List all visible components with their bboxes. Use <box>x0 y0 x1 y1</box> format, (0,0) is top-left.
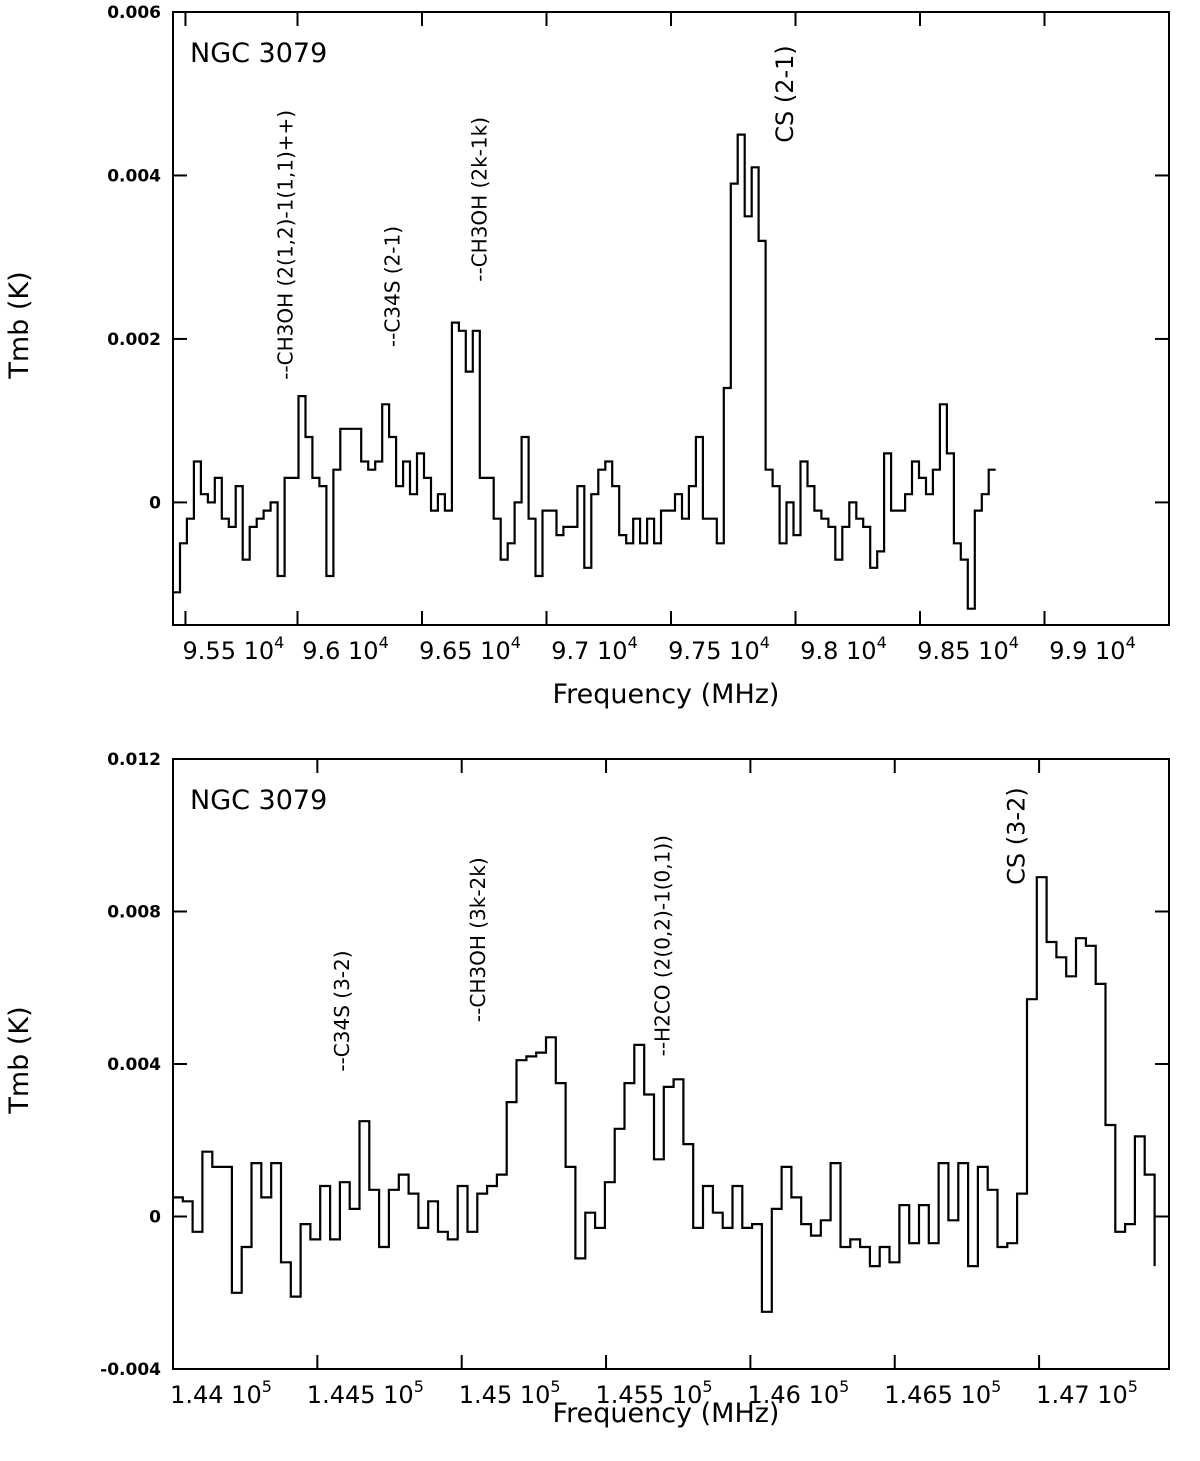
y-tick-label: 0.004 <box>107 166 161 186</box>
x-axis-label: Frequency (MHz) <box>553 679 780 710</box>
x-axis-label: Frequency (MHz) <box>553 1398 780 1429</box>
x-tick-label: 9.85 104 <box>917 633 1019 665</box>
y-axis-label: Tmb (K) <box>4 271 35 379</box>
x-tick-label: 9.9 104 <box>1049 633 1136 665</box>
x-tick-label: 9.7 104 <box>551 633 638 665</box>
x-tick-label: 1.44 105 <box>170 1377 272 1409</box>
line-id-label: CS (3-2) <box>1003 787 1031 885</box>
y-tick-label: 0.004 <box>107 1055 161 1075</box>
x-tick-label: 1.445 105 <box>307 1377 424 1409</box>
y-tick-label: -0.004 <box>100 1360 161 1380</box>
spectrum-series-line <box>173 133 996 610</box>
line-id-label: --CH3OH (2(1,2)-1(1,1)++) <box>274 110 298 380</box>
line-id-label: --H2CO (2(0,2)-1(0,1)) <box>651 835 675 1056</box>
x-tick-label: 9.75 104 <box>668 633 770 665</box>
spectrum-panel-top: 9.55 104 9.6 104 9.65 104 9.7 104 9.75 104 9.… <box>4 3 1170 710</box>
line-id-label: --CH3OH (2k-1k) <box>468 117 492 282</box>
y-tick-label: 0.008 <box>107 903 161 923</box>
line-id-label: --CH3OH (3k-2k) <box>466 857 490 1022</box>
spectrum-series-line <box>173 876 1156 1313</box>
line-id-label: CS (2-1) <box>771 45 799 143</box>
plot-frame <box>172 11 1170 626</box>
y-tick-label: 0.012 <box>107 750 161 770</box>
source-label: NGC 3079 <box>190 785 327 816</box>
x-tick-label: 1.455 105 <box>595 1377 712 1409</box>
x-tick-label: 1.47 105 <box>1036 1377 1138 1409</box>
spectrum-panel-bottom: 1.44 105 1.445 105 1.45 105 1.455 105 1.46 1… <box>4 750 1170 1429</box>
x-tick-label: 9.6 104 <box>302 633 389 665</box>
source-label: NGC 3079 <box>190 38 327 69</box>
y-tick-label: 0.002 <box>107 330 161 350</box>
line-id-label: --C34S (2-1) <box>381 226 405 347</box>
x-tick-label: 9.55 104 <box>183 633 285 665</box>
x-tick-label: 9.65 104 <box>419 633 521 665</box>
y-tick-label: 0 <box>149 1208 161 1228</box>
x-tick-label: 9.8 104 <box>800 633 887 665</box>
y-tick-label: 0.006 <box>107 3 161 23</box>
x-tick-label: 1.465 105 <box>884 1377 1001 1409</box>
y-tick-label: 0 <box>149 493 161 513</box>
x-tick-label: 1.46 105 <box>747 1377 849 1409</box>
y-axis-label: Tmb (K) <box>4 1006 35 1114</box>
line-id-label: --C34S (3-2) <box>330 950 354 1071</box>
x-tick-label: 1.45 105 <box>459 1377 561 1409</box>
